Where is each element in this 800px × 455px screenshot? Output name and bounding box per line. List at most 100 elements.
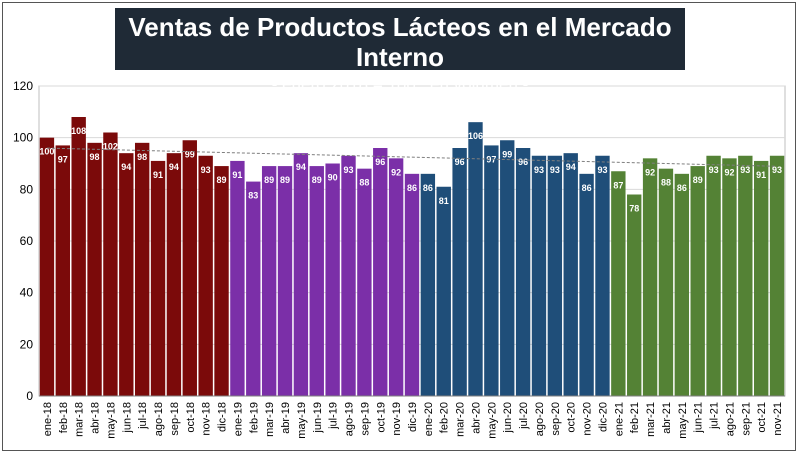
bar	[87, 142, 102, 396]
x-tick-label: jul-21	[709, 402, 721, 430]
x-tick-label: mar-20	[455, 402, 467, 437]
data-label: 99	[502, 149, 512, 159]
data-label: 91	[756, 170, 766, 180]
data-label: 97	[486, 154, 496, 164]
bar	[325, 163, 340, 396]
data-label: 88	[359, 178, 369, 188]
data-label: 102	[103, 142, 118, 152]
y-tick-label: 120	[13, 79, 33, 93]
data-label: 83	[248, 191, 258, 201]
x-tick-label: ene-18	[42, 402, 54, 436]
x-tick-label: jul-19	[328, 402, 340, 430]
x-tick-label: jun-18	[121, 402, 133, 434]
x-tick-label: dic-18	[217, 402, 229, 432]
data-label: 93	[740, 165, 750, 175]
bar	[71, 117, 86, 396]
bar	[484, 145, 499, 396]
x-tick-label: oct-21	[756, 402, 768, 433]
y-tick-label: 20	[20, 337, 34, 351]
bar	[642, 158, 658, 396]
bar	[246, 181, 261, 396]
bar	[373, 148, 388, 396]
trend-line	[46, 147, 778, 167]
x-tick-label: may-19	[296, 402, 308, 439]
x-tick-label: may-20	[486, 402, 498, 439]
x-tick-label: sep-20	[550, 402, 562, 436]
bar	[230, 160, 245, 396]
x-tick-label: abr-20	[470, 402, 482, 434]
data-label: 93	[201, 165, 211, 175]
y-tick-label: 0	[26, 389, 33, 403]
data-label: 100	[39, 147, 54, 157]
data-label: 91	[153, 170, 163, 180]
data-label: 93	[344, 165, 354, 175]
bar	[579, 173, 594, 396]
x-tick-label: jul-18	[137, 402, 149, 430]
y-tick-label: 60	[20, 234, 34, 248]
x-tick-label: feb-18	[58, 402, 70, 433]
data-label: 89	[693, 175, 703, 185]
bar	[150, 160, 166, 396]
data-label: 97	[58, 154, 68, 164]
data-label: 94	[566, 162, 576, 172]
data-label: 92	[645, 167, 655, 177]
data-label: 92	[391, 167, 401, 177]
data-label: 98	[90, 152, 100, 162]
data-label: 88	[661, 178, 671, 188]
bar	[404, 173, 420, 396]
bar	[388, 158, 404, 396]
bar	[674, 173, 690, 396]
x-tick-label: jun-20	[502, 402, 514, 434]
data-label: 94	[296, 162, 306, 172]
bar	[293, 153, 309, 396]
x-tick-label: feb-20	[439, 402, 451, 433]
data-label: 86	[582, 183, 592, 193]
data-label: 106	[468, 131, 483, 141]
bar	[436, 186, 451, 396]
x-tick-label: abr-18	[90, 402, 102, 434]
bar	[595, 155, 610, 396]
bar	[468, 122, 483, 397]
data-label: 93	[597, 165, 607, 175]
x-tick-label: sep-21	[740, 402, 752, 436]
bar	[198, 155, 213, 396]
bar	[103, 132, 118, 396]
bar	[706, 155, 721, 396]
x-tick-label: feb-19	[248, 402, 260, 433]
bar	[277, 166, 293, 396]
x-tick-label: feb-21	[629, 402, 641, 433]
bar	[309, 166, 324, 396]
x-tick-label: mar-21	[645, 402, 657, 437]
data-label: 98	[137, 152, 147, 162]
x-tick-label: nov-18	[201, 402, 213, 436]
chart-title: Ventas de Productos Lácteos en el Mercad…	[128, 12, 672, 72]
x-tick-label: ago-19	[344, 402, 356, 436]
x-tick-label: ago-20	[534, 402, 546, 436]
bar	[722, 158, 737, 396]
x-tick-label: abr-21	[661, 402, 673, 434]
bar	[627, 194, 642, 396]
data-label: 93	[772, 165, 782, 175]
data-label: 93	[709, 165, 719, 175]
bar	[611, 171, 626, 396]
bar	[166, 153, 182, 396]
data-label: 92	[724, 167, 734, 177]
data-label: 87	[613, 180, 623, 190]
x-tick-label: mar-18	[74, 402, 86, 437]
bar	[182, 140, 197, 396]
data-label: 89	[280, 175, 290, 185]
bar	[754, 160, 769, 396]
x-tick-label: oct-20	[566, 402, 578, 433]
x-tick-label: sep-18	[169, 402, 181, 436]
title-box: Ventas de Productos Lácteos en el Mercad…	[115, 8, 685, 94]
bar	[547, 155, 563, 396]
x-tick-label: ene-20	[423, 402, 435, 436]
x-tick-label: ene-19	[232, 402, 244, 436]
data-label: 94	[169, 162, 179, 172]
x-tick-label: may-21	[677, 402, 689, 439]
x-tick-label: oct-18	[185, 402, 197, 433]
bar	[531, 155, 547, 396]
x-tick-label: oct-19	[375, 402, 387, 433]
data-label: 99	[185, 149, 195, 159]
x-tick-label: sep-19	[359, 402, 371, 436]
